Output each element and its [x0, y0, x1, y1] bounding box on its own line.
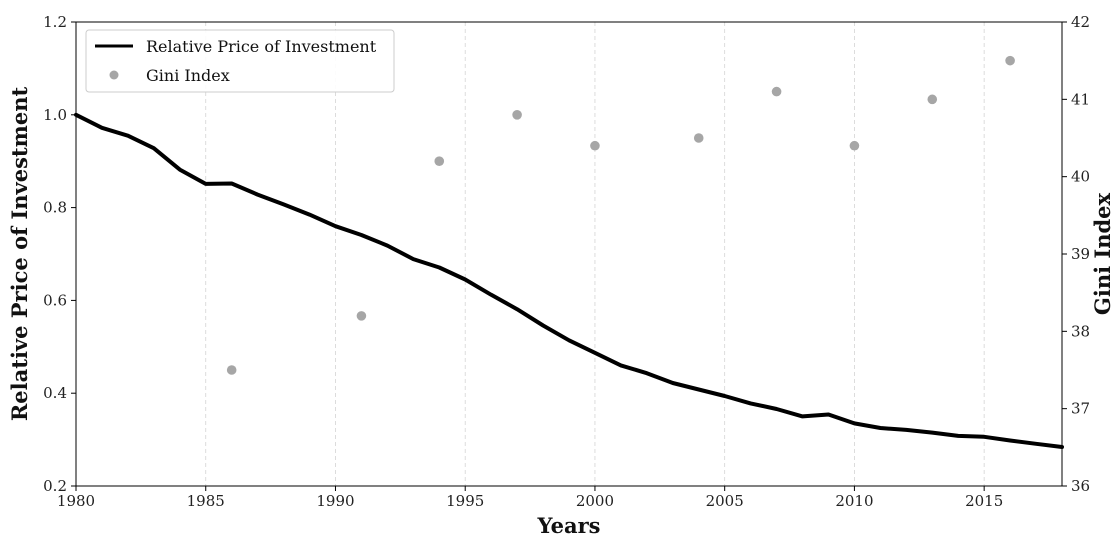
- gini-index-point: [771, 86, 782, 97]
- y2-tick-label: 41: [1071, 90, 1090, 108]
- y2-tick-label: 42: [1071, 13, 1090, 31]
- legend-label-gini-index: Gini Index: [146, 66, 230, 85]
- y-tick-label: 0.4: [43, 384, 67, 402]
- y-axis-right-title: Gini Index: [1090, 192, 1115, 315]
- y-tick-label: 1.0: [43, 106, 67, 124]
- x-tick-label: 1990: [316, 492, 354, 510]
- gini-index-point: [590, 140, 600, 151]
- y-tick-label: 0.2: [43, 477, 67, 495]
- y2-tick-label: 37: [1071, 400, 1090, 418]
- legend-dot-swatch: [109, 70, 119, 80]
- y-tick-label: 0.8: [43, 199, 67, 217]
- x-tick-label: 1985: [187, 492, 225, 510]
- grid-layer: [75, 22, 985, 486]
- gini-index-point: [226, 365, 237, 375]
- gini-index-point: [356, 311, 367, 321]
- series-layer: [74, 55, 1064, 449]
- x-tick-label: 2015: [965, 492, 1003, 510]
- x-tick-label: 2005: [706, 492, 744, 510]
- x-tick-label: 1995: [446, 492, 484, 510]
- y-tick-label: 0.6: [43, 291, 67, 309]
- legend-label-relative-price: Relative Price of Investment: [146, 37, 377, 56]
- y2-tick-label: 40: [1071, 168, 1090, 186]
- gini-index-point: [512, 110, 522, 120]
- legend: Relative Price of Investment Gini Index: [85, 29, 395, 93]
- x-tick-label: 2010: [835, 492, 873, 510]
- gini-index-point: [927, 94, 938, 105]
- axis-layer: 1980 1985 1990 1995 2000 2005 2010 2015 0.2 0.4 0.…: [43, 13, 1090, 510]
- legend-box: [85, 29, 395, 93]
- gini-index-point: [434, 156, 445, 166]
- gini-index-point: [849, 140, 860, 151]
- y2-tick-label: 38: [1071, 322, 1090, 340]
- relative-price-line: [74, 112, 1064, 449]
- y2-tick-label: 39: [1071, 245, 1090, 263]
- y2-tick-label: 36: [1071, 477, 1090, 495]
- x-axis-title: Years: [536, 513, 600, 538]
- x-tick-label: 2000: [576, 492, 614, 510]
- y-axis-left-title: Relative Price of Investment: [7, 87, 32, 422]
- y-tick-label: 1.2: [43, 13, 67, 31]
- x-tick-label: 1980: [57, 492, 95, 510]
- gini-index-point: [1005, 55, 1015, 66]
- gini-index-point: [693, 133, 704, 143]
